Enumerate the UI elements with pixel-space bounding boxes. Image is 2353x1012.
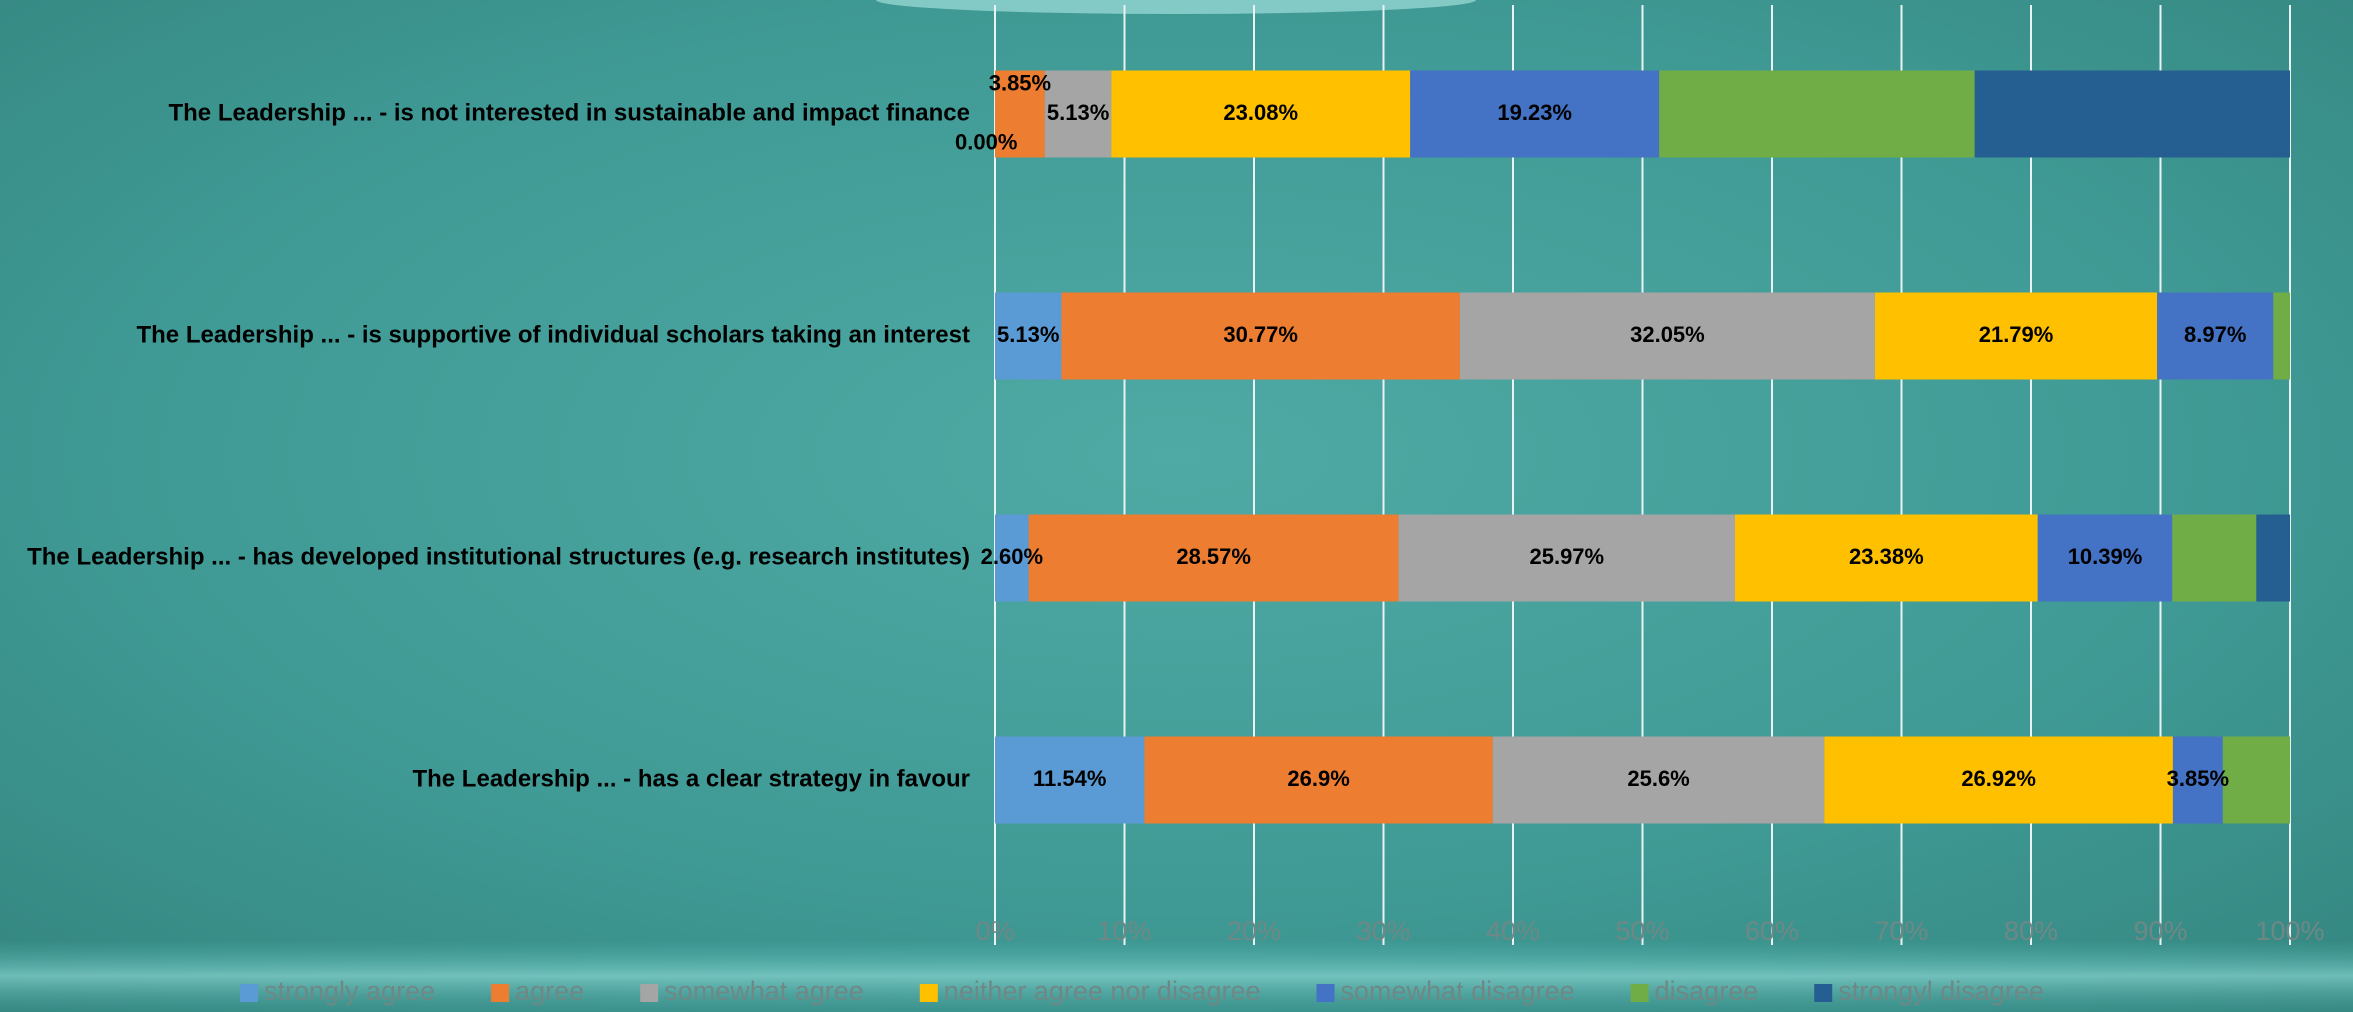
legend-swatch (919, 984, 938, 1002)
x-tick-label: 0% (975, 916, 1014, 946)
legend-label: agree (515, 976, 584, 1006)
legend-label: disagree (1655, 976, 1759, 1006)
bar-segment (1111, 70, 1411, 158)
bar-segment (1398, 514, 1735, 602)
bar-segment (2172, 514, 2257, 602)
data-label: 23.08% (1223, 100, 1298, 125)
x-tick-label: 90% (2133, 916, 2187, 946)
legend-swatch (640, 984, 659, 1002)
category-label: The Leadership ... - is not interested i… (168, 99, 970, 126)
background-glow (0, 940, 2353, 1012)
x-tick-label: 10% (1097, 916, 1151, 946)
data-label: 0.00% (955, 129, 1017, 154)
data-label: 21.79% (1979, 322, 2054, 347)
bar-segment (1144, 736, 1493, 824)
data-label: 28.57% (1176, 544, 1251, 569)
data-label: 2.60% (981, 544, 1043, 569)
bar-segment (2157, 292, 2274, 380)
data-label: 11.54% (1033, 766, 1106, 791)
legend-swatch (240, 984, 258, 1002)
data-label: 5.13% (1047, 100, 1109, 125)
data-label: 19.23% (1497, 100, 1572, 125)
legend-label: somewhat disagree (1341, 976, 1575, 1006)
bar-segment (2222, 736, 2290, 824)
bar-segment (1459, 292, 1875, 380)
category-label: The Leadership ... - is supportive of in… (136, 321, 970, 348)
legend-label: strongyl disagree (1838, 976, 2044, 1006)
bar-segment (1028, 514, 1399, 602)
data-label: 30.77% (1223, 322, 1298, 347)
bar-segment (2037, 514, 2173, 602)
data-label: 32.05% (1630, 322, 1705, 347)
bar-segment (1659, 70, 1975, 158)
x-tick-label: 100% (2255, 916, 2324, 946)
x-tick-label: 70% (1874, 916, 1928, 946)
bar-segment (1492, 736, 1825, 824)
data-label: 26.9% (1287, 766, 1349, 791)
bar-segment (995, 292, 1062, 380)
bar-segment (1824, 736, 2173, 824)
bar-segment (1734, 514, 2038, 602)
x-tick-label: 50% (1615, 916, 1669, 946)
x-tick-label: 80% (2004, 916, 2058, 946)
bar-segment (995, 514, 1029, 602)
x-tick-label: 30% (1356, 916, 1410, 946)
bar-segment (995, 70, 1045, 158)
data-label: 8.97% (2184, 322, 2246, 347)
bar-segment (1974, 70, 2290, 158)
bar-segment (2256, 514, 2290, 602)
data-label: 3.85% (2167, 766, 2229, 791)
data-label: 3.85% (989, 70, 1051, 95)
bar-segment (2273, 292, 2290, 380)
data-label: 26.92% (1961, 766, 2036, 791)
bar-segment (1410, 70, 1660, 158)
data-label: 25.97% (1529, 544, 1604, 569)
bar-segment (1061, 292, 1460, 380)
legend-swatch (491, 984, 510, 1002)
bar-segment (1874, 292, 2158, 380)
data-label: 23.38% (1849, 544, 1924, 569)
legend-label: somewhat agree (664, 976, 864, 1006)
legend-swatch (1630, 984, 1649, 1002)
x-tick-label: 60% (1745, 916, 1799, 946)
category-label: The Leadership ... - has a clear strateg… (412, 765, 970, 792)
x-tick-label: 20% (1227, 916, 1281, 946)
legend-label: neither agree nor disagree (944, 976, 1261, 1006)
x-tick-label: 40% (1486, 916, 1540, 946)
legend-label: strongly agree (264, 976, 435, 1006)
bar-segment (1044, 70, 1112, 158)
legend-swatch (1814, 984, 1833, 1002)
top-glow (876, 0, 1476, 14)
data-label: 10.39% (2068, 544, 2143, 569)
data-label: 5.13% (997, 322, 1059, 347)
data-label: 25.6% (1627, 766, 1689, 791)
bar-segment (2172, 736, 2223, 824)
category-label: The Leadership ... - has developed insti… (27, 543, 970, 570)
bar-segment (995, 736, 1145, 824)
legend-swatch (1316, 984, 1335, 1002)
